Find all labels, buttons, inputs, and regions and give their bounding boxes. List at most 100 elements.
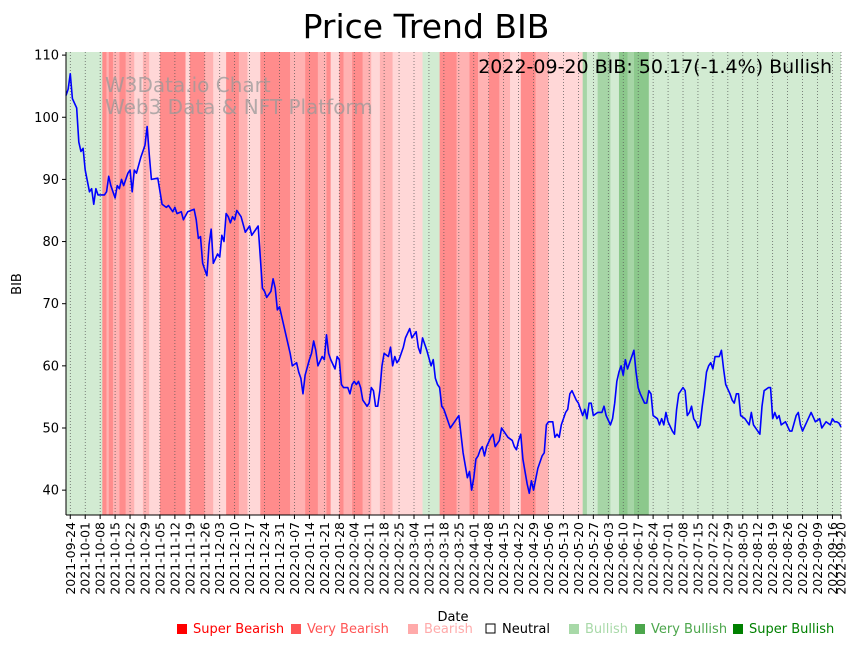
x-tick-label: 2022-09-16 (825, 522, 840, 595)
x-tick-label: 2022-07-29 (720, 522, 735, 595)
x-tick-label: 2022-08-05 (735, 522, 750, 595)
legend-swatch (177, 624, 187, 634)
x-gridlines (69, 52, 842, 515)
sentiment-band (159, 52, 186, 515)
x-tick-label: 2022-09-09 (810, 522, 825, 595)
sentiment-band (597, 52, 611, 515)
legend-item: Bearish (408, 622, 473, 637)
x-tick-label: 2021-12-10 (227, 522, 242, 595)
chart-title: Price Trend BIB (303, 7, 550, 46)
sentiment-band (134, 52, 143, 515)
legend-label: Very Bullish (651, 622, 727, 637)
x-tick-label: 2021-10-15 (108, 522, 123, 595)
legend-swatch (569, 624, 579, 634)
legend-label: Bearish (424, 622, 473, 637)
sentiment-band (290, 52, 306, 515)
y-tick-label: 110 (34, 49, 59, 64)
x-tick-label: 2022-04-29 (526, 522, 541, 595)
sentiment-band (226, 52, 239, 515)
x-tick-label: 2021-10-08 (93, 522, 108, 595)
sentiment-band (108, 52, 113, 515)
sentiment-band (305, 52, 318, 515)
sentiment-band (535, 52, 549, 515)
y-tick-label: 100 (34, 111, 59, 126)
x-tick-label: 2022-08-12 (750, 522, 765, 595)
watermark-line-2: Web3 Data & NFT Platform (105, 95, 373, 119)
sentiment-band (106, 52, 109, 515)
sentiment-band (142, 52, 150, 515)
sentiment-band (439, 52, 457, 515)
legend-swatch (291, 624, 301, 634)
sentiment-band (119, 52, 126, 515)
latest-value-annotation: 2022-09-20 BIB: 50.17(-1.4%) Bullish (478, 56, 832, 78)
sentiment-band (478, 52, 489, 515)
x-tick-label: 2022-01-14 (302, 522, 317, 595)
x-tick-label: 2022-05-27 (586, 522, 601, 595)
x-tick-label: 2022-04-08 (481, 522, 496, 595)
x-tick-label: 2022-04-15 (496, 522, 511, 595)
x-tick-label: 2022-07-08 (676, 522, 691, 595)
x-tick-label: 2022-06-03 (601, 522, 616, 595)
sentiment-band (520, 52, 536, 515)
legend-swatch (485, 623, 496, 634)
x-tick-label: 2022-03-25 (451, 522, 466, 595)
sentiment-band (582, 52, 587, 515)
sentiment-band (392, 52, 423, 515)
sentiment-band (352, 52, 363, 515)
price-series (65, 72, 842, 495)
x-tick-label: 2022-06-10 (616, 522, 631, 595)
sentiment-band (238, 52, 248, 515)
sentiment-band (66, 52, 103, 515)
x-tick-label: 2022-08-19 (765, 522, 780, 595)
x-tick-label: 2022-05-20 (571, 522, 586, 595)
legend-item: Very Bearish (291, 622, 389, 637)
legend-label: Super Bullish (749, 622, 834, 637)
legend-item: Bullish (569, 622, 628, 637)
legend-label: Very Bearish (307, 622, 389, 637)
sentiment-band (548, 52, 583, 515)
x-tick-label: 2022-07-22 (705, 522, 720, 595)
sentiment-band (499, 52, 511, 515)
sentiment-band (264, 52, 291, 515)
x-tick-label: 2021-12-17 (242, 522, 257, 595)
y-tick-label: 40 (42, 484, 59, 499)
series-line (65, 72, 842, 495)
x-tick-label: 2022-04-01 (466, 522, 481, 595)
x-tick-label: 2021-10-22 (123, 522, 138, 595)
legend-label: Neutral (502, 622, 550, 637)
x-tick-label: 2022-05-06 (541, 522, 556, 595)
legend-label: Bullish (585, 622, 628, 637)
x-tick-label: 2021-12-24 (257, 522, 272, 595)
x-tick-label: 2022-01-07 (287, 522, 302, 595)
axes (65, 52, 841, 516)
x-tick-label: 2021-12-03 (212, 522, 227, 595)
sentiment-band (102, 52, 107, 515)
sentiment-band (317, 52, 327, 515)
y-tick-label: 60 (42, 359, 59, 374)
sentiment-band (510, 52, 521, 515)
sentiment-band (326, 52, 331, 515)
x-tick-label: 2022-05-13 (556, 522, 571, 595)
sentiment-band (586, 52, 598, 515)
legend-label: Super Bearish (193, 622, 284, 637)
x-tick-label: 2021-11-19 (182, 522, 197, 595)
y-tick-label: 70 (42, 297, 59, 312)
x-tick-label: 2021-10-29 (137, 522, 152, 595)
sentiment-band (185, 52, 190, 515)
legend-item: Super Bullish (733, 622, 834, 637)
x-tick-label: 2021-12-31 (272, 522, 287, 595)
legend-item: Very Bullish (635, 622, 727, 637)
sentiment-band (633, 52, 649, 515)
legend-item: Neutral (485, 622, 550, 637)
sentiment-band (343, 52, 353, 515)
x-ticks: 2021-09-24 2021-10-01 2021-10-08 2021-10-15… (63, 515, 849, 595)
x-tick-label: 2022-02-11 (362, 522, 377, 595)
watermark: W3Data.io Chart Web3 Data & NFT Platform (105, 73, 373, 119)
sentiment-band (610, 52, 619, 515)
sentiment-band (112, 52, 120, 515)
sentiment-band (189, 52, 205, 515)
legend-item: Super Bearish (177, 622, 284, 637)
x-tick-label: 2022-06-17 (631, 522, 646, 595)
